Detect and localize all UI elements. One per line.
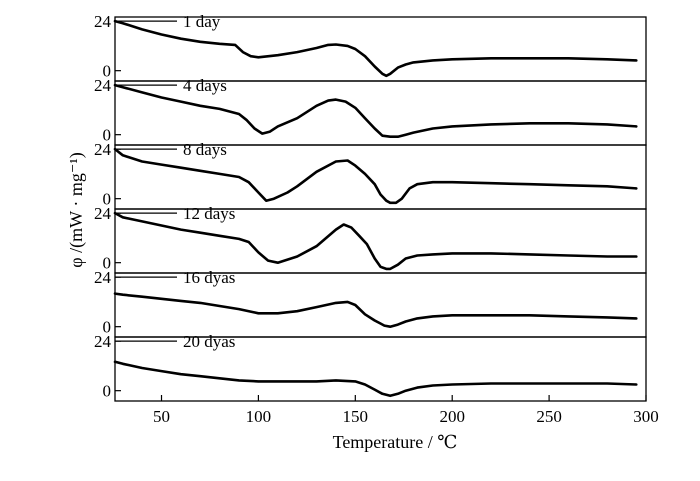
y-tick-label: 24 (94, 12, 112, 31)
panel-4: 0 24 12 days (94, 204, 647, 274)
x-tick-label: 200 (439, 407, 465, 426)
y-tick-label: 0 (103, 126, 112, 145)
panel-2: 0 24 4 days (94, 76, 647, 146)
y-tick-label: 24 (94, 268, 112, 287)
panel-5: 0 24 16 dyas (94, 268, 647, 338)
series-label: 1 day (183, 12, 221, 31)
x-tick-label: 250 (536, 407, 562, 426)
series-label: 8 days (183, 140, 227, 159)
panel-3: 0 24 8 days (94, 140, 647, 210)
series-line (113, 83, 638, 138)
panel-6: 0 24 20 dyas (94, 332, 647, 402)
x-tick-label: 300 (633, 407, 659, 426)
y-tick-label: 0 (103, 190, 112, 209)
y-tick-label: 0 (103, 382, 112, 401)
y-tick-label: 24 (94, 76, 112, 95)
series-line (113, 147, 638, 205)
series-label: 12 days (183, 204, 235, 223)
x-tick-label: 150 (343, 407, 369, 426)
series-line (113, 211, 638, 271)
y-tick-label: 24 (94, 204, 112, 223)
panel-frame (114, 336, 647, 402)
y-tick-label: 0 (103, 318, 112, 337)
y-tick-label: 0 (103, 254, 112, 273)
y-tick-label: 24 (94, 332, 112, 351)
x-tick-label: 50 (153, 407, 170, 426)
series-line (113, 292, 638, 328)
x-axis: 50 100 150 200 250 300 (153, 395, 659, 426)
y-axis-title: φ /(mW · mg⁻¹) (66, 152, 87, 267)
series-label: 4 days (183, 76, 227, 95)
y-tick-label: 24 (94, 140, 112, 159)
x-tick-label: 100 (246, 407, 272, 426)
series-line (113, 19, 638, 78)
x-axis-title: Temperature / ℃ (333, 432, 458, 452)
series-label: 20 dyas (183, 332, 235, 351)
y-tick-label: 0 (103, 62, 112, 81)
series-line (113, 360, 638, 398)
series-label: 16 dyas (183, 268, 235, 287)
panel-1: 0 24 1 day (94, 12, 647, 82)
